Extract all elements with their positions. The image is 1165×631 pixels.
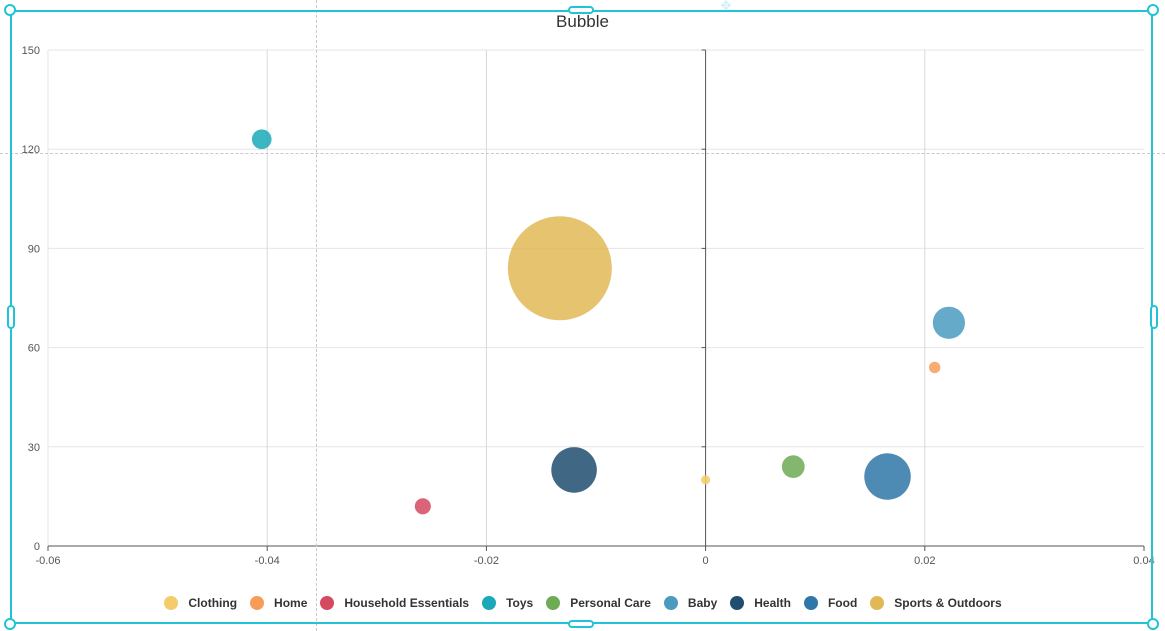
resize-handle-top-right[interactable] — [1147, 4, 1159, 16]
resize-handle-right[interactable] — [1150, 305, 1158, 329]
bubble-household-essentials[interactable] — [414, 498, 431, 515]
x-tick-label: -0.06 — [35, 555, 60, 567]
alignment-guide-horizontal — [0, 153, 1165, 154]
legend-item-toys[interactable]: Toys — [482, 596, 533, 610]
x-tick-label: -0.02 — [474, 555, 499, 567]
legend-label: Food — [827, 596, 858, 610]
resize-handle-top-left[interactable] — [4, 4, 16, 16]
y-tick-label: 90 — [28, 243, 40, 255]
axes — [47, 49, 1145, 551]
legend-item-household-essentials[interactable]: Household Essentials — [320, 596, 469, 610]
legend-item-clothing[interactable]: Clothing — [164, 596, 237, 610]
legend-label: Home — [274, 596, 308, 610]
bubble-health[interactable] — [551, 447, 597, 493]
bubble-clothing[interactable] — [700, 475, 711, 485]
legend: Clothing Home Household Essentials Toys … — [0, 593, 1165, 613]
resize-handle-top[interactable] — [568, 6, 594, 14]
resize-handle-bottom[interactable] — [568, 620, 594, 628]
y-tick-label: 0 — [34, 541, 40, 553]
legend-item-health[interactable]: Health — [730, 596, 791, 610]
legend-swatch — [870, 596, 885, 610]
y-tick-label: 60 — [28, 343, 40, 355]
tick-labels: 0 30 60 90 120 150 -0.06 -0.04 -0.02 0 0.02 0.04 — [22, 45, 1155, 567]
resize-handle-bottom-left[interactable] — [4, 618, 16, 630]
legend-item-home[interactable]: Home — [250, 596, 307, 610]
legend-swatch — [164, 596, 179, 610]
legend-label: Toys — [506, 596, 534, 610]
resize-handle-bottom-right[interactable] — [1147, 618, 1159, 630]
bubbles — [251, 129, 966, 515]
legend-item-baby[interactable]: Baby — [663, 596, 718, 610]
legend-swatch — [663, 596, 678, 610]
legend-swatch — [320, 596, 335, 610]
bubble-food[interactable] — [864, 453, 911, 500]
x-tick-label: 0.02 — [914, 555, 935, 567]
bubble-sports-outdoors[interactable] — [507, 216, 612, 321]
legend-label: Clothing — [188, 596, 238, 610]
legend-label: Health — [754, 596, 791, 610]
x-tick-label: 0 — [703, 555, 709, 567]
y-tick-label: 30 — [28, 442, 40, 454]
y-tick-label: 120 — [22, 144, 40, 156]
legend-label: Sports & Outdoors — [894, 596, 1002, 610]
legend-label: Baby — [687, 596, 718, 610]
legend-swatch — [250, 596, 265, 610]
alignment-guide-vertical — [316, 0, 317, 631]
y-tick-label: 150 — [22, 45, 40, 57]
resize-handle-left[interactable] — [7, 305, 15, 329]
legend-label: Personal Care — [570, 596, 651, 610]
legend-label: Household Essentials — [344, 596, 470, 610]
bubble-home[interactable] — [928, 361, 941, 374]
legend-swatch — [730, 596, 745, 610]
legend-swatch — [546, 596, 561, 610]
bubble-toys[interactable] — [251, 129, 272, 150]
x-tick-label: 0.04 — [1133, 555, 1154, 567]
bubble-personal-care[interactable] — [781, 455, 805, 479]
legend-swatch — [803, 596, 818, 610]
legend-item-food[interactable]: Food — [803, 596, 858, 610]
rotate-handle-icon[interactable]: ✥ — [720, 0, 732, 13]
bubble-baby[interactable] — [932, 306, 966, 339]
legend-item-personal-care[interactable]: Personal Care — [546, 596, 651, 610]
chart-title: Bubble — [556, 12, 609, 31]
legend-item-sports-outdoors[interactable]: Sports & Outdoors — [870, 596, 1002, 610]
x-tick-label: -0.04 — [255, 555, 280, 567]
legend-swatch — [482, 596, 497, 610]
